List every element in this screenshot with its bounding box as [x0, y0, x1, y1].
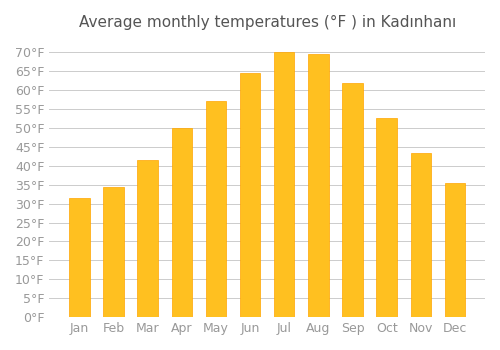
Bar — [104, 187, 124, 317]
Title: Average monthly temperatures (°F ) in Kadınhanı: Average monthly temperatures (°F ) in Ka… — [78, 15, 456, 30]
Bar — [342, 83, 363, 317]
Bar — [172, 128, 192, 317]
Bar — [206, 102, 226, 317]
Bar — [274, 52, 294, 317]
Bar — [444, 183, 465, 317]
Bar — [69, 198, 89, 317]
Bar — [138, 160, 158, 317]
Bar — [410, 153, 431, 317]
Bar — [376, 119, 397, 317]
Bar — [308, 54, 328, 317]
Bar — [240, 73, 260, 317]
